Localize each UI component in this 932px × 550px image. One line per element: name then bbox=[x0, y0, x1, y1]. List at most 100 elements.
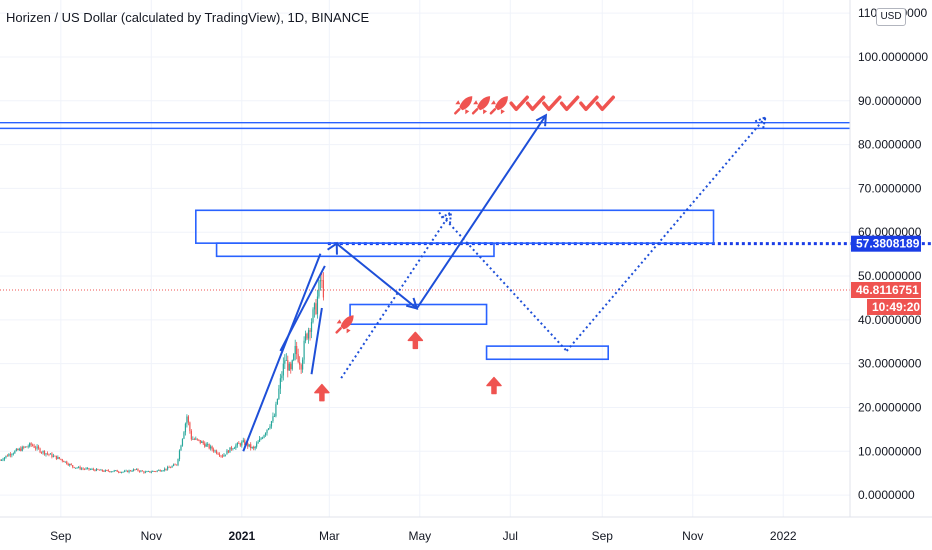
y-tick-label: 50.0000000 bbox=[858, 269, 922, 283]
candle-body bbox=[116, 470, 118, 472]
rocket-flame-shape bbox=[335, 327, 342, 334]
candle-body bbox=[263, 435, 265, 438]
candle-body bbox=[205, 444, 207, 447]
candle-body bbox=[247, 443, 249, 447]
rocket-flame-shape bbox=[454, 108, 461, 115]
candle-body bbox=[141, 470, 144, 472]
candle-body bbox=[278, 388, 280, 399]
candle-body bbox=[83, 468, 86, 470]
current-price-tag-text: 46.8116751 bbox=[856, 283, 919, 297]
candle-body bbox=[152, 471, 154, 472]
rocket-fin-shape bbox=[465, 109, 470, 115]
level-price-tag[interactable] bbox=[851, 235, 921, 252]
candle-body bbox=[264, 433, 267, 436]
rocket-fin-shape bbox=[500, 109, 505, 115]
candle-body bbox=[52, 455, 55, 457]
candle-body bbox=[135, 469, 138, 470]
candle-body bbox=[6, 455, 9, 457]
y-tick-label: 20.0000000 bbox=[858, 400, 922, 414]
chart-title: Horizen / US Dollar (calculated by Tradi… bbox=[6, 10, 370, 25]
candle-body bbox=[21, 446, 23, 451]
candle-body bbox=[48, 453, 50, 455]
candle-body bbox=[213, 449, 215, 452]
candle-body bbox=[232, 448, 234, 450]
rocket-icon bbox=[335, 315, 354, 334]
check-icon bbox=[509, 95, 529, 112]
candle-body bbox=[63, 460, 65, 463]
candle-body bbox=[229, 447, 231, 453]
zone-rectangle[interactable] bbox=[215, 242, 495, 258]
candle-body bbox=[132, 469, 135, 472]
candle-body bbox=[144, 471, 146, 473]
x-tick-label: Sep bbox=[592, 529, 614, 543]
arrow-up-shape bbox=[314, 383, 330, 402]
current-price-tag[interactable] bbox=[851, 281, 921, 298]
zone-rectangle[interactable] bbox=[195, 209, 715, 244]
currency-badge[interactable]: USD bbox=[876, 8, 906, 26]
candle-body bbox=[269, 426, 271, 429]
alternate-path[interactable] bbox=[438, 211, 568, 352]
candle-body bbox=[85, 468, 87, 470]
candle-body bbox=[310, 322, 313, 332]
candle-body bbox=[248, 444, 250, 447]
candle-body bbox=[220, 455, 222, 457]
candle-body bbox=[37, 446, 40, 449]
zone-rectangle[interactable] bbox=[485, 345, 610, 361]
candle-body bbox=[122, 471, 124, 473]
candle-body bbox=[275, 404, 277, 417]
alternate-path[interactable] bbox=[340, 211, 452, 379]
x-tick-label: Sep bbox=[50, 529, 72, 543]
candle-body bbox=[244, 440, 246, 445]
candle-body bbox=[159, 470, 161, 472]
candle-body bbox=[49, 453, 52, 455]
candle-body bbox=[291, 360, 293, 370]
candle-body bbox=[189, 422, 191, 432]
candle-body bbox=[55, 455, 57, 459]
candle-body bbox=[235, 445, 237, 449]
candle-body bbox=[178, 450, 181, 460]
check-icon bbox=[525, 95, 546, 112]
candle-body bbox=[110, 471, 112, 473]
candles-layer bbox=[0, 271, 324, 474]
candle-body bbox=[73, 466, 75, 468]
countdown-tag bbox=[867, 298, 921, 315]
candle-body bbox=[193, 438, 195, 440]
candle-body bbox=[180, 445, 182, 451]
candle-body bbox=[11, 454, 13, 456]
candle-body bbox=[146, 471, 148, 473]
channel-line[interactable] bbox=[310, 307, 323, 375]
channel-line[interactable] bbox=[242, 253, 322, 452]
candle-body bbox=[86, 468, 89, 469]
candle-body bbox=[124, 471, 126, 472]
alternate-path[interactable] bbox=[565, 116, 767, 352]
candle-body bbox=[60, 458, 62, 460]
candle-body bbox=[8, 454, 10, 457]
candle-body bbox=[266, 429, 268, 434]
candle-body bbox=[75, 467, 77, 469]
candle-body bbox=[177, 459, 179, 466]
candle-body bbox=[183, 432, 185, 439]
check-mark-shape bbox=[525, 95, 546, 112]
check-mark-shape bbox=[509, 95, 529, 112]
candle-body bbox=[282, 363, 284, 376]
arrow-up-shape bbox=[486, 376, 502, 395]
candle-body bbox=[58, 457, 60, 459]
candle-body bbox=[70, 464, 72, 466]
candle-body bbox=[32, 444, 34, 446]
candle-body bbox=[0, 460, 1, 461]
candle-body bbox=[187, 416, 189, 423]
candle-body bbox=[304, 333, 307, 341]
candle-body bbox=[208, 444, 210, 449]
y-tick-label: 90.0000000 bbox=[858, 94, 922, 108]
candle-body bbox=[18, 448, 20, 451]
candle-body bbox=[72, 465, 74, 467]
check-mark-shape bbox=[559, 95, 580, 112]
candle-body bbox=[98, 469, 100, 471]
candle-body bbox=[149, 471, 151, 473]
candle-body bbox=[43, 450, 46, 455]
candle-body bbox=[36, 446, 38, 449]
candle-body bbox=[257, 441, 259, 444]
rocket-fin-shape bbox=[490, 100, 496, 105]
y-tick-label: 40.0000000 bbox=[858, 313, 922, 327]
